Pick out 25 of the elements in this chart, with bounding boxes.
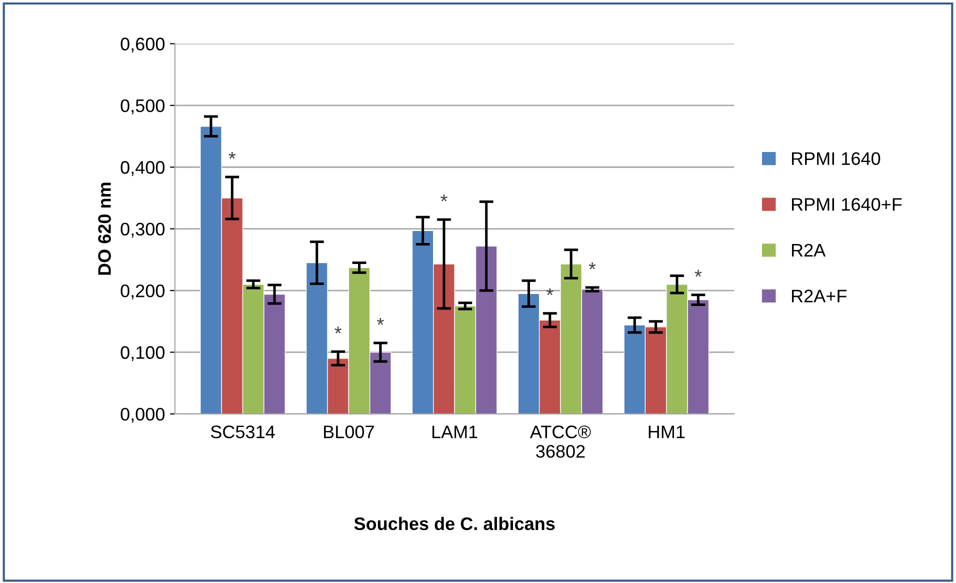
legend-label: R2A+F (792, 290, 847, 302)
x-axis-title: Souches de C. albicans (354, 516, 555, 530)
y-tick-label: 0,200 (120, 284, 165, 300)
legend-label: R2A (792, 244, 826, 256)
y-tick-label: 0,400 (120, 161, 165, 176)
legend-label: RPMI 1640+F (792, 198, 902, 211)
x-tick-label: ATCC® 36802 (530, 426, 591, 458)
annotation: * (440, 194, 448, 202)
x-tick-label: LAM1 (432, 426, 478, 438)
y-tick-label: 0,600 (120, 38, 165, 53)
legend-label: RPMI 1640 (792, 152, 880, 165)
annotation: * (694, 270, 702, 277)
annotation: * (376, 318, 384, 325)
annotation: * (546, 288, 554, 296)
y-tick-label: 0,300 (120, 222, 165, 238)
y-tick-label: 0,100 (120, 346, 165, 362)
y-tick-label: 0,000 (120, 408, 165, 423)
annotation: * (228, 152, 236, 159)
x-tick-label: SC5314 (210, 426, 275, 438)
y-tick-label: 0,500 (120, 99, 165, 114)
y-axis-title: DO 620 nm (98, 182, 111, 275)
x-tick-label: HM1 (648, 426, 685, 438)
annotation: * (334, 326, 342, 334)
annotation: * (588, 262, 596, 270)
x-tick-label: BL007 (324, 426, 374, 438)
